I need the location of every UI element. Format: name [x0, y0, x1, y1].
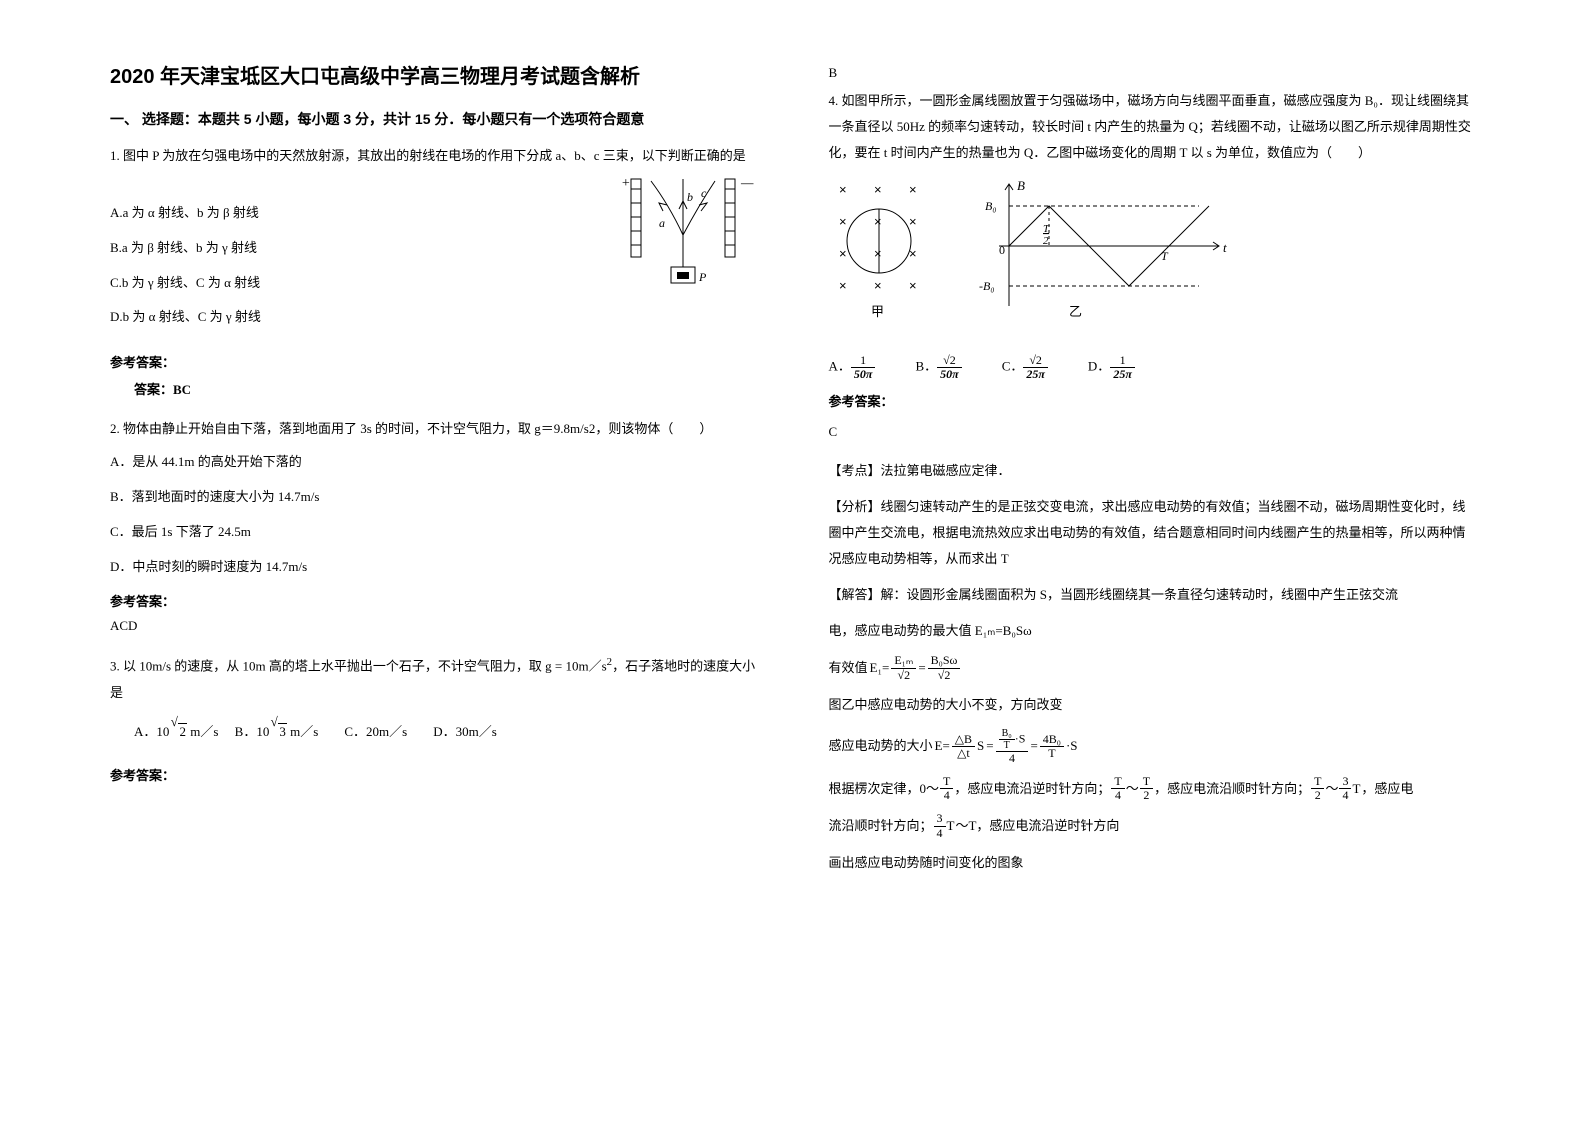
p-label: P [698, 270, 707, 284]
svg-text:×: × [839, 246, 847, 261]
q4-answer-label: 参考答案： [829, 391, 1478, 410]
q2-stem: 2. 物体由静止开始自由下落，落到地面用了 3s 的时间，不计空气阻力，取 g＝… [110, 416, 759, 442]
q4-lenz-line2: 流沿顺时针方向； 34T ～T，感应电流沿逆时针方向 [829, 812, 1478, 839]
jia-label: 甲 [871, 304, 884, 319]
q2-opt-b: B．落到地面时的速度大小为 14.7m/s [110, 487, 759, 508]
q4-diagram: ××× ××× ××× ××× 甲 B t 0 [829, 176, 1478, 346]
q4-emf-size: 感应电动势的大小 E= △B△t S = B₀T·S 4 = 4B₀T ·S [829, 728, 1478, 765]
q2-opt-d: D．中点时刻的瞬时速度为 14.7m/s [110, 557, 759, 578]
plus-label: + [621, 176, 630, 191]
q4-jieda-intro: 【解答】解：设圆形金属线圈面积为 S，当圆形线圈绕其一条直径匀速转动时，线圈中产… [829, 582, 1478, 608]
question-2: 2. 物体由静止开始自由下落，落到地面用了 3s 的时间，不计空气阻力，取 g＝… [110, 416, 759, 634]
q3-options: A．10√2 m／s B．10√3 m／s C．20m／s D．30m／s [110, 722, 759, 743]
svg-text:×: × [909, 182, 917, 197]
q4-svg: ××× ××× ××× ××× 甲 B t 0 [829, 176, 1249, 346]
right-column: B 4. 如图甲所示，一圆形金属线圈放置于匀强磁场中，磁场方向与线圈平面垂直，磁… [794, 60, 1498, 1082]
section-1-heading: 一、 选择题：本题共 5 小题，每小题 3 分，共计 15 分．每小题只有一个选… [110, 109, 759, 129]
q2-opt-c: C．最后 1s 下落了 24.5m [110, 522, 759, 543]
question-4: 4. 如图甲所示，一圆形金属线圈放置于匀强磁场中，磁场方向与线圈平面垂直，磁感应… [829, 88, 1478, 876]
q4-fenxi: 【分析】线圈匀速转动产生的是正弦交变电流，求出感应电动势的有效值；当线圈不动，磁… [829, 494, 1478, 572]
q2-opt-a: A．是从 44.1m 的高处开始下落的 [110, 452, 759, 473]
q4-opt-b: B．√250π [915, 354, 961, 381]
q3-opt-d: D．30m／s [433, 724, 497, 739]
svg-text:×: × [874, 182, 882, 197]
svg-text:×: × [874, 246, 882, 261]
svg-text:0: 0 [999, 243, 1005, 257]
question-1: 1. 图中 P 为放在匀强电场中的天然放射源，其放出的射线在电场的作用下分成 a… [110, 143, 759, 398]
c-label: c [701, 186, 707, 200]
minus-label: — [740, 176, 754, 191]
b-axis-label: B [1017, 178, 1025, 193]
a-label: a [659, 216, 665, 230]
yi-label: 乙 [1069, 304, 1082, 319]
q3-answer-label: 参考答案： [110, 765, 759, 784]
q4-opt-d: D．125π [1088, 354, 1135, 381]
q3-stem: 3. 以 10m/s 的速度，从 10m 高的塔上水平抛出一个石子，不计空气阻力… [110, 652, 759, 705]
svg-text:T: T [1161, 249, 1169, 263]
q3-opt-c: C．20m／s [344, 724, 407, 739]
q3-answer-value: B [829, 60, 1478, 86]
q3-stem-a: 3. 以 10m/s 的速度，从 10m 高的塔上水平抛出一个石子，不计空气阻力… [110, 659, 607, 674]
q1-diagram: + — P a b c [609, 165, 759, 300]
svg-text:×: × [909, 214, 917, 229]
left-column: 2020 年天津宝坻区大口屯高级中学高三物理月考试题含解析 一、 选择题：本题共… [90, 60, 794, 1082]
svg-text:×: × [874, 278, 882, 293]
q1-answer-label: 参考答案： [110, 352, 759, 371]
q3-opt-b: B．10√3 m／s [235, 724, 322, 739]
svg-text:T: T [1043, 223, 1050, 235]
q4-lenz-line1: 根据楞次定律，0～ T4 ，感应电流沿逆时针方向； T4 ～ T2 ，感应电流沿… [829, 775, 1478, 802]
svg-text:×: × [839, 278, 847, 293]
q4-answer: C [829, 424, 1478, 440]
q1-svg: + — P a b c [609, 165, 759, 300]
t-axis-label: t [1223, 240, 1227, 255]
svg-text:×: × [874, 214, 882, 229]
page-title: 2020 年天津宝坻区大口屯高级中学高三物理月考试题含解析 [110, 60, 759, 89]
q1-opt-d: D.b 为 α 射线、C 为 γ 射线 [110, 307, 759, 328]
q4-opt-c: C．√225π [1002, 354, 1048, 381]
q4-options: A．150π B．√250π C．√225π D．125π [829, 354, 1478, 381]
b0p-label: B₀ [985, 199, 997, 213]
q2-answer: ACD [110, 618, 759, 634]
q4-emf-max: 电，感应电动势的最大值 E₁ₘ=B₀Sω [829, 618, 1478, 644]
q4-eff: 有效值 E₁= E₁ₘ√2 = B₀Sω√2 [829, 654, 1478, 681]
q4-draw-graph: 画出感应电动势随时间变化的图象 [829, 850, 1478, 876]
q4-kaodian: 【考点】法拉第电磁感应定律． [829, 458, 1478, 484]
q2-answer-label: 参考答案： [110, 591, 759, 610]
svg-text:×: × [839, 182, 847, 197]
q3-opt-a: A．10√2 m／s [134, 724, 222, 739]
q4-yi-change: 图乙中感应电动势的大小不变，方向改变 [829, 692, 1478, 718]
b-label: b [687, 190, 693, 204]
svg-text:×: × [909, 278, 917, 293]
q1-stem: 1. 图中 P 为放在匀强电场中的天然放射源，其放出的射线在电场的作用下分成 a… [110, 143, 759, 169]
q4-opt-a: A．150π [829, 354, 876, 381]
b0n-label: -B₀ [979, 279, 995, 293]
q4-stem: 4. 如图甲所示，一圆形金属线圈放置于匀强磁场中，磁场方向与线圈平面垂直，磁感应… [829, 88, 1478, 166]
question-3: 3. 以 10m/s 的速度，从 10m 高的塔上水平抛出一个石子，不计空气阻力… [110, 652, 759, 783]
svg-text:×: × [839, 214, 847, 229]
q1-answer: 答案：BC [110, 379, 759, 398]
svg-text:2: 2 [1043, 235, 1049, 247]
